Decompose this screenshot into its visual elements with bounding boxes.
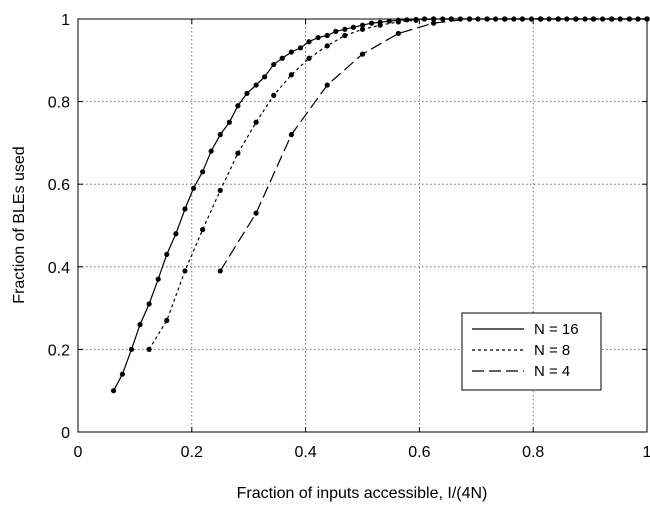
x-axis-title: Fraction of inputs accessible, I/(4N): [237, 485, 488, 502]
data-point: [137, 322, 143, 328]
data-point: [226, 119, 232, 125]
data-point: [324, 43, 330, 49]
data-point: [386, 18, 392, 24]
data-point: [244, 90, 250, 96]
data-point: [315, 34, 321, 41]
data-point: [200, 227, 206, 233]
data-point: [262, 74, 268, 80]
data-point: [306, 39, 312, 45]
y-tick-label: 0.6: [48, 177, 70, 194]
data-point: [377, 22, 383, 28]
data-point: [342, 32, 348, 39]
plot-frame: [77, 18, 648, 433]
data-point: [217, 132, 223, 138]
legend-label: N = 4: [534, 363, 570, 380]
data-point: [359, 26, 366, 32]
data-point: [306, 55, 312, 61]
x-tick-label: 1: [643, 444, 650, 461]
data-point: [128, 346, 135, 352]
y-tick-label: 0: [61, 425, 70, 442]
legend: N = 16 N = 8 N = 4: [461, 312, 602, 391]
x-tick-label: 0.8: [522, 444, 544, 461]
data-point: [431, 20, 437, 26]
data-point: [288, 49, 294, 55]
data-point: [164, 251, 170, 258]
series-layer: [110, 16, 650, 394]
data-point: [253, 119, 259, 125]
data-point: [173, 231, 179, 237]
data-point: [271, 61, 277, 68]
data-point: [573, 16, 579, 22]
data-point: [200, 169, 206, 175]
legend-label: N = 16: [534, 321, 579, 338]
data-point: [288, 132, 294, 138]
data-point: [466, 16, 473, 22]
legend-label: N = 8: [534, 342, 570, 359]
data-point: [448, 16, 454, 22]
x-tick-label: 0: [74, 444, 83, 461]
data-point: [279, 55, 285, 61]
data-point: [217, 187, 223, 193]
data-point: [217, 268, 223, 274]
data-point: [119, 371, 125, 377]
data-point: [235, 103, 241, 109]
data-point: [413, 17, 419, 23]
data-point: [324, 82, 330, 88]
data-point: [431, 16, 437, 22]
data-point: [342, 26, 348, 32]
data-point: [359, 22, 366, 28]
x-tick-label: 0.2: [181, 444, 203, 461]
series-3: [217, 16, 650, 274]
data-point: [288, 72, 294, 78]
data-point: [208, 148, 214, 154]
data-point: [253, 82, 259, 88]
data-point: [395, 30, 401, 37]
y-tick-label: 0.4: [48, 260, 70, 277]
data-point: [644, 16, 650, 22]
data-point: [164, 317, 170, 324]
data-point: [235, 150, 241, 156]
data-point: [333, 28, 339, 34]
data-point: [421, 16, 428, 22]
data-point: [253, 210, 259, 216]
y-tick-label: 0.8: [48, 95, 70, 112]
y-tick-label: 0.2: [48, 342, 70, 359]
data-point: [271, 92, 277, 99]
data-point: [359, 51, 366, 57]
data-point: [609, 16, 615, 22]
data-point: [155, 276, 161, 282]
legend-box: [461, 312, 602, 391]
y-tick-label: 1: [61, 12, 70, 29]
data-point: [146, 301, 152, 307]
x-tick-label: 0.6: [408, 444, 430, 461]
axis-ticks: 0 0.2 0.4 0.6 0.8 1 0 0.2 0.4 0.6 0.8 1: [48, 12, 650, 461]
data-point: [146, 346, 152, 352]
data-point: [324, 32, 330, 39]
data-point: [182, 206, 188, 212]
x-tick-label: 0.4: [294, 444, 316, 461]
data-point: [369, 20, 375, 26]
data-point: [395, 19, 401, 25]
data-point: [350, 24, 356, 30]
data-point: [537, 16, 544, 22]
data-point: [182, 268, 188, 274]
data-point: [502, 16, 508, 22]
data-point: [440, 16, 446, 22]
data-point: [297, 45, 304, 51]
y-axis-title: Fraction of BLEs used: [11, 146, 28, 303]
data-point: [110, 388, 117, 394]
data-point: [190, 185, 197, 191]
